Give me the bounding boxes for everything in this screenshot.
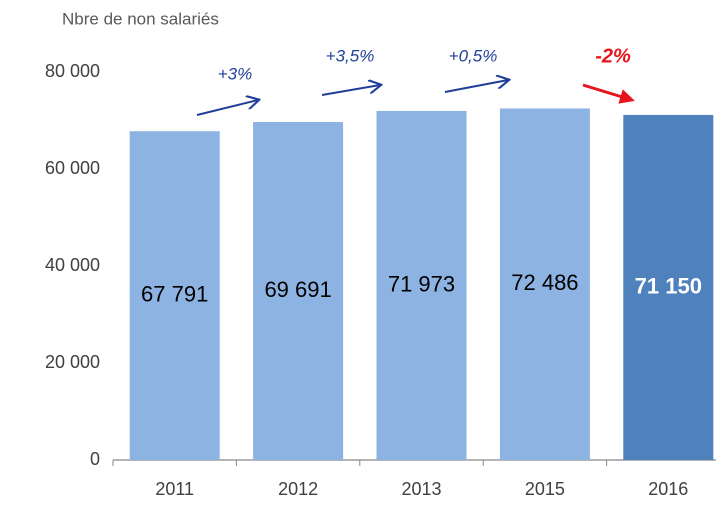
y-tick-label: 40 000	[45, 255, 100, 275]
x-tick-label: 2013	[401, 479, 441, 499]
bar	[253, 121, 344, 460]
bar	[623, 114, 714, 461]
bar	[499, 108, 590, 460]
x-tick-label: 2012	[278, 479, 318, 499]
annotation-arrow	[444, 80, 508, 93]
value-label: 71 150	[635, 273, 702, 298]
x-tick-label: 2016	[648, 479, 688, 499]
annotation: +0,5%	[449, 46, 498, 65]
y-tick-label: 80 000	[45, 61, 100, 81]
value-label: 69 691	[264, 277, 331, 302]
bar	[129, 131, 220, 460]
annotation-arrow	[582, 83, 635, 104]
x-tick-label: 2015	[525, 479, 565, 499]
annotation-arrow	[196, 100, 258, 116]
y-axis-title: Nbre de non salariés	[62, 9, 219, 28]
value-label: 72 486	[511, 270, 578, 295]
y-tick-label: 60 000	[45, 158, 100, 178]
bar	[376, 110, 467, 461]
annotation: -2%	[595, 45, 631, 67]
y-tick-label: 0	[90, 449, 100, 469]
value-label: 71 973	[388, 271, 455, 296]
x-tick-label: 2011	[155, 479, 194, 499]
annotation: +3,5%	[326, 46, 375, 65]
annotation: +3%	[218, 64, 253, 83]
annotation-arrow	[321, 85, 380, 96]
value-label: 67 791	[141, 281, 208, 306]
y-tick-label: 20 000	[45, 352, 100, 372]
